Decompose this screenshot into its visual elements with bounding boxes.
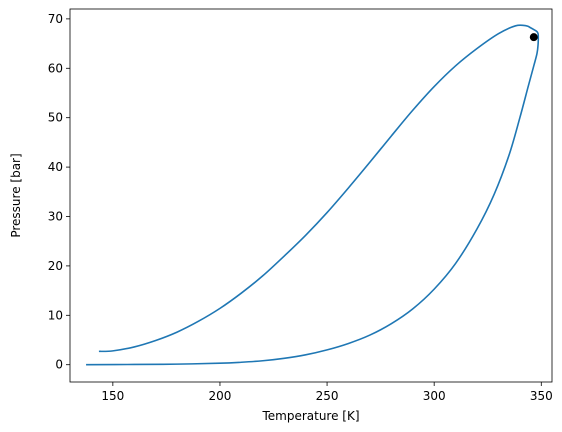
y-tick-label: 30 [48, 209, 63, 223]
x-tick-label: 300 [423, 389, 446, 403]
x-tick-label: 350 [530, 389, 553, 403]
y-axis-ticks: 0 10 20 30 40 50 60 70 [48, 12, 70, 372]
y-tick-label: 20 [48, 259, 63, 273]
y-tick-label: 10 [48, 308, 63, 322]
marker-layer [529, 33, 538, 42]
y-tick-label: 70 [48, 12, 63, 26]
x-axis-ticks: 150 200 250 300 350 [101, 382, 553, 403]
x-axis-label: Temperature [K] [261, 409, 359, 423]
y-axis-label: Pressure [bar] [9, 153, 23, 237]
y-tick-label: 40 [48, 160, 63, 174]
x-tick-label: 250 [316, 389, 339, 403]
y-tick-label: 50 [48, 111, 63, 125]
plot-area [70, 9, 552, 382]
x-tick-label: 150 [101, 389, 124, 403]
phase-envelope-line-0 [86, 24, 540, 366]
y-tick-label: 0 [55, 358, 63, 372]
plot-frame [69, 8, 553, 383]
curve-layer [86, 24, 540, 366]
x-tick-label: 200 [209, 389, 232, 403]
critical-point-marker [529, 33, 538, 42]
y-tick-label: 60 [48, 61, 63, 75]
